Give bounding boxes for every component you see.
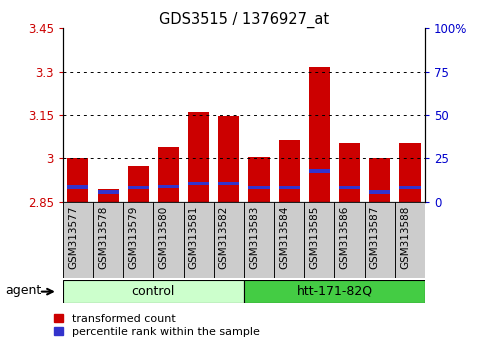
Bar <box>369 190 390 194</box>
Text: GSM313579: GSM313579 <box>128 206 138 269</box>
Bar <box>188 112 209 202</box>
Bar <box>158 147 179 202</box>
Bar <box>399 186 421 189</box>
Bar <box>63 280 244 303</box>
Text: control: control <box>132 285 175 298</box>
Bar <box>154 202 184 278</box>
Text: GSM313585: GSM313585 <box>310 206 319 269</box>
Bar <box>128 186 149 189</box>
Bar <box>98 189 119 202</box>
Bar <box>334 202 365 278</box>
Bar <box>248 186 270 189</box>
Text: GSM313580: GSM313580 <box>158 206 169 269</box>
Legend: transformed count, percentile rank within the sample: transformed count, percentile rank withi… <box>54 314 259 337</box>
Bar <box>339 186 360 189</box>
Bar <box>279 186 300 189</box>
Bar <box>339 143 360 202</box>
Bar <box>274 202 304 278</box>
Bar <box>123 202 154 278</box>
Text: agent: agent <box>5 284 41 297</box>
Text: GSM313588: GSM313588 <box>400 206 410 269</box>
Bar <box>369 159 390 202</box>
Bar <box>213 202 244 278</box>
Bar <box>218 116 240 202</box>
Bar <box>63 202 93 278</box>
Text: GSM313578: GSM313578 <box>98 206 108 269</box>
Text: GSM313581: GSM313581 <box>189 206 199 269</box>
Text: GSM313582: GSM313582 <box>219 206 229 269</box>
Bar <box>309 67 330 202</box>
Bar <box>98 190 119 194</box>
Bar <box>244 280 425 303</box>
Bar <box>93 202 123 278</box>
Text: GSM313577: GSM313577 <box>68 206 78 269</box>
Bar <box>304 202 334 278</box>
Text: GSM313587: GSM313587 <box>370 206 380 269</box>
Bar <box>67 185 88 189</box>
Bar <box>279 139 300 202</box>
Bar <box>248 157 270 202</box>
Text: GSM313586: GSM313586 <box>340 206 350 269</box>
Bar <box>158 185 179 188</box>
Bar <box>67 159 88 202</box>
Bar <box>309 170 330 173</box>
Text: htt-171-82Q: htt-171-82Q <box>297 285 372 298</box>
Bar <box>399 143 421 202</box>
Bar <box>395 202 425 278</box>
Bar <box>128 166 149 202</box>
Bar <box>244 202 274 278</box>
Text: GSM313584: GSM313584 <box>279 206 289 269</box>
Bar <box>188 182 209 185</box>
Text: GSM313583: GSM313583 <box>249 206 259 269</box>
Title: GDS3515 / 1376927_at: GDS3515 / 1376927_at <box>159 12 329 28</box>
Bar <box>184 202 213 278</box>
Bar <box>365 202 395 278</box>
Bar <box>218 182 240 185</box>
